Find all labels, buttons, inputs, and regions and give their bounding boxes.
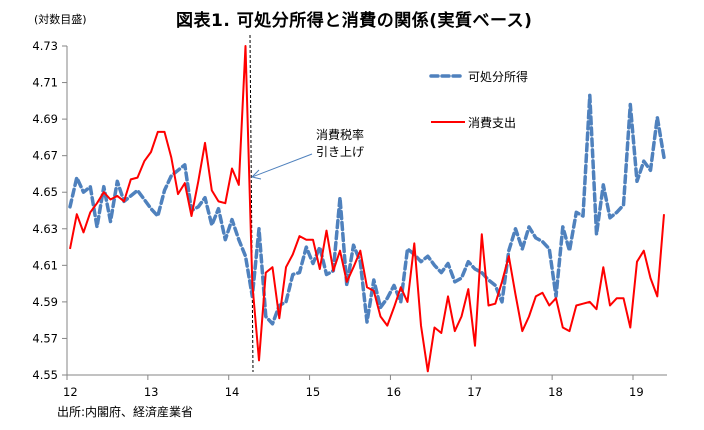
annotation-line-1: 消費税率 <box>316 128 365 142</box>
x-tick-label: 14 <box>225 385 240 399</box>
y-axis-unit-label: (対数目盛) <box>34 13 87 26</box>
y-tick-label: 4.55 <box>32 368 58 382</box>
series-line-consumption <box>69 45 665 373</box>
series-lines <box>68 45 666 373</box>
y-tick-label: 4.59 <box>32 295 58 309</box>
y-tick-label: 4.71 <box>32 76 58 90</box>
x-tick-label: 12 <box>63 385 78 399</box>
legend <box>429 74 465 123</box>
legend-label-disposable-income: 可処分所得 <box>468 70 529 84</box>
x-tick-label: 16 <box>386 385 401 399</box>
axes: 4.55 4.57 4.59 4.61 4.63 4.65 4.67 4.69 4.71 4.73… <box>32 39 667 399</box>
annotation-line-2: 引き上げ <box>316 145 365 159</box>
y-tick-label: 4.61 <box>32 258 58 272</box>
x-tick-label: 19 <box>629 385 644 399</box>
y-tick-label: 4.63 <box>32 222 58 236</box>
annotation-arrow-head <box>251 169 262 180</box>
tax-hike-marker <box>249 34 313 373</box>
legend-label-consumption: 消費支出 <box>468 116 517 130</box>
source-note: 出所:内閣府、経済産業省 <box>57 405 194 419</box>
y-tick-label: 4.69 <box>32 112 58 126</box>
x-tick-label: 17 <box>467 385 482 399</box>
x-tick-label: 13 <box>144 385 159 399</box>
y-tick-label: 4.67 <box>32 149 58 163</box>
tax-hike-annotation: 消費税率 引き上げ <box>316 127 364 161</box>
series-line-disposable-income <box>68 93 666 326</box>
x-tick-label: 18 <box>548 385 563 399</box>
y-tick-label: 4.57 <box>32 331 58 345</box>
y-tick-label: 4.65 <box>32 185 58 199</box>
annotation-arrow-shaft <box>251 153 313 178</box>
x-tick-label: 15 <box>306 385 321 399</box>
chart-title: 図表1. 可処分所得と消費の関係(実質ベース) <box>176 11 533 31</box>
tax-hike-dashed-line <box>249 34 254 373</box>
y-tick-label: 4.73 <box>32 39 58 53</box>
